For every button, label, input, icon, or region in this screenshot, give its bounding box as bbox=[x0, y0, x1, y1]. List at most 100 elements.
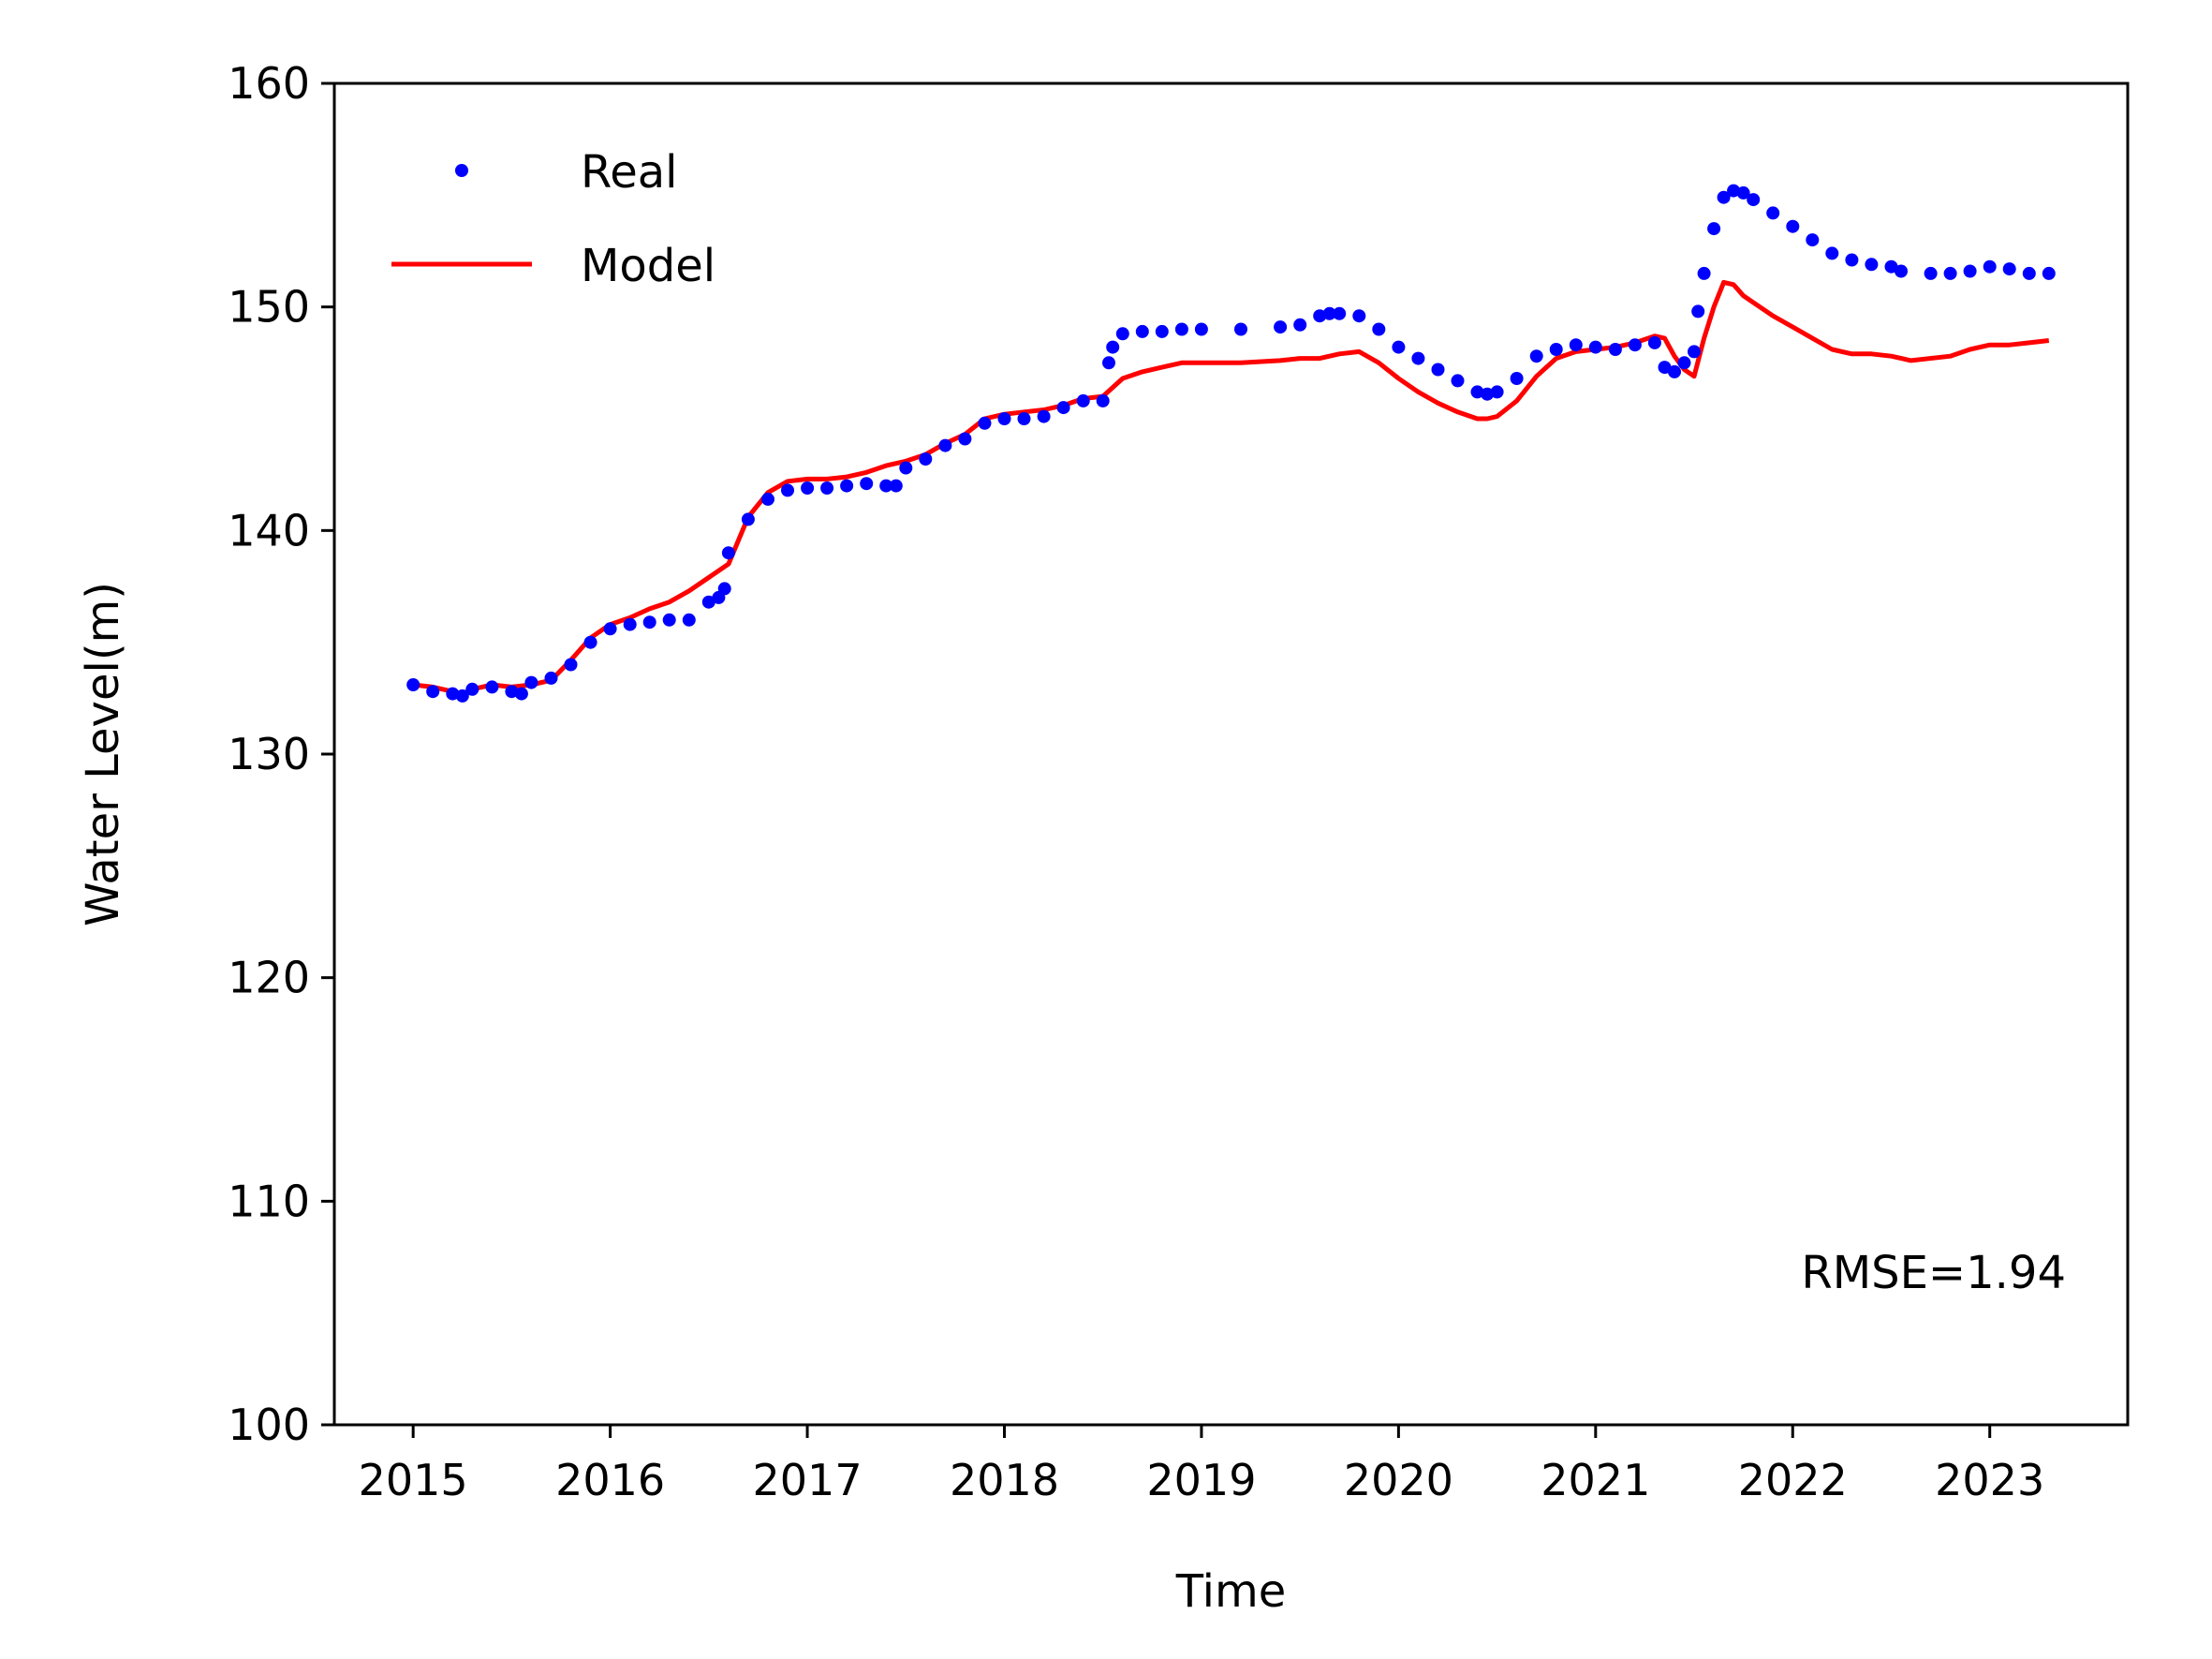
real-data-point bbox=[1658, 361, 1672, 375]
real-data-point bbox=[1588, 340, 1602, 354]
real-data-point bbox=[1352, 309, 1366, 323]
real-data-point bbox=[1510, 372, 1524, 385]
real-data-point bbox=[820, 481, 834, 495]
real-data-point bbox=[1895, 264, 1908, 278]
real-data-point bbox=[1135, 324, 1149, 338]
real-data-point bbox=[583, 635, 597, 649]
real-data-point bbox=[1102, 356, 1115, 370]
legend: Real Model bbox=[391, 146, 715, 292]
x-axis-ticks: 2015 2016 2017 2018 2019 2020 2021 2022 2023 bbox=[359, 1425, 2044, 1505]
real-data-point bbox=[1569, 338, 1583, 352]
real-data-point bbox=[1481, 387, 1495, 401]
real-data-point bbox=[1322, 306, 1336, 320]
real-data-point bbox=[1490, 385, 1504, 399]
real-data-point bbox=[623, 617, 637, 631]
real-data-point bbox=[889, 479, 903, 493]
real-data-point bbox=[701, 595, 715, 609]
real-data-point bbox=[1766, 206, 1780, 220]
real-data-point bbox=[446, 687, 460, 701]
real-data-point bbox=[1628, 338, 1642, 352]
real-data-point bbox=[1194, 322, 1208, 336]
real-data-point bbox=[958, 432, 972, 446]
y-tick-label: 140 bbox=[228, 505, 310, 555]
real-data-point bbox=[1688, 345, 1701, 359]
real-data-point bbox=[455, 689, 469, 703]
real-data-point bbox=[564, 658, 578, 672]
real-data-point bbox=[426, 685, 440, 699]
real-data-point bbox=[1707, 222, 1721, 236]
real-data-point bbox=[1677, 356, 1691, 370]
real-data-point bbox=[524, 675, 538, 689]
real-data-point bbox=[1668, 364, 1681, 378]
real-data-point bbox=[1727, 184, 1741, 198]
x-tick-label: 2017 bbox=[753, 1455, 863, 1505]
real-data-point bbox=[1115, 327, 1129, 341]
real-data-point bbox=[1333, 306, 1347, 320]
real-data-point bbox=[1549, 343, 1563, 356]
real-data-point bbox=[1691, 304, 1705, 318]
real-data-point bbox=[2042, 266, 2056, 280]
legend-real-marker bbox=[455, 164, 468, 177]
real-data-point bbox=[1431, 363, 1445, 377]
real-data-point bbox=[1647, 335, 1661, 349]
real-data-point bbox=[1845, 253, 1859, 267]
x-tick-label: 2016 bbox=[555, 1455, 665, 1505]
real-data-point bbox=[1717, 190, 1731, 204]
real-data-point bbox=[1096, 393, 1110, 407]
real-data-point bbox=[1372, 322, 1386, 336]
y-tick-label: 100 bbox=[228, 1400, 310, 1450]
real-data-point bbox=[1155, 324, 1169, 338]
x-tick-label: 2021 bbox=[1541, 1455, 1650, 1505]
real-data-point bbox=[1697, 266, 1711, 280]
real-data-point bbox=[682, 613, 696, 627]
real-data-point bbox=[1806, 233, 1820, 247]
real-data-point bbox=[1274, 320, 1288, 334]
real-data-point bbox=[1106, 340, 1120, 354]
y-tick-label: 130 bbox=[228, 729, 310, 779]
x-tick-label: 2023 bbox=[1935, 1455, 2044, 1505]
real-data-point bbox=[919, 452, 933, 466]
real-data-point bbox=[465, 682, 479, 696]
y-axis-ticks: 100 110 120 130 140 150 160 bbox=[228, 58, 334, 1450]
real-data-point bbox=[1234, 322, 1247, 336]
real-data-point bbox=[1529, 349, 1543, 363]
real-data-point bbox=[1076, 393, 1090, 407]
real-data-point bbox=[1963, 264, 1977, 278]
legend-real-label: Real bbox=[581, 146, 677, 199]
real-data-point bbox=[1017, 412, 1031, 425]
real-data-point bbox=[662, 613, 676, 627]
x-axis-label: Time bbox=[1175, 1565, 1286, 1618]
x-tick-label: 2020 bbox=[1344, 1455, 1453, 1505]
real-data-point bbox=[514, 687, 528, 701]
real-data-point bbox=[938, 438, 952, 452]
real-data-point bbox=[2002, 262, 2016, 276]
x-tick-label: 2022 bbox=[1738, 1455, 1848, 1505]
real-data-point bbox=[761, 492, 774, 506]
real-data-point bbox=[741, 512, 755, 526]
real-data-point bbox=[1037, 409, 1051, 423]
rmse-annotation: RMSE=1.94 bbox=[1801, 1247, 2066, 1299]
real-data-point bbox=[2022, 266, 2036, 280]
y-tick-label: 160 bbox=[228, 58, 310, 109]
x-tick-label: 2019 bbox=[1146, 1455, 1256, 1505]
real-data-point bbox=[642, 615, 656, 630]
real-data-point bbox=[1392, 340, 1406, 354]
model-series-line bbox=[412, 279, 2050, 697]
plot-data-layer bbox=[406, 184, 2056, 703]
legend-model-label: Model bbox=[581, 240, 715, 292]
real-data-point bbox=[485, 680, 499, 694]
real-data-point bbox=[860, 477, 874, 491]
real-data-point bbox=[1943, 266, 1957, 280]
real-data-point bbox=[1174, 322, 1188, 336]
real-data-point bbox=[1747, 193, 1761, 207]
real-data-point bbox=[801, 481, 815, 495]
x-tick-label: 2015 bbox=[359, 1455, 468, 1505]
real-data-point bbox=[1056, 401, 1070, 415]
real-data-point bbox=[544, 671, 558, 685]
real-data-point bbox=[1924, 266, 1938, 280]
real-data-point bbox=[505, 685, 519, 699]
real-data-point bbox=[1411, 351, 1425, 365]
real-data-point bbox=[1451, 374, 1465, 388]
